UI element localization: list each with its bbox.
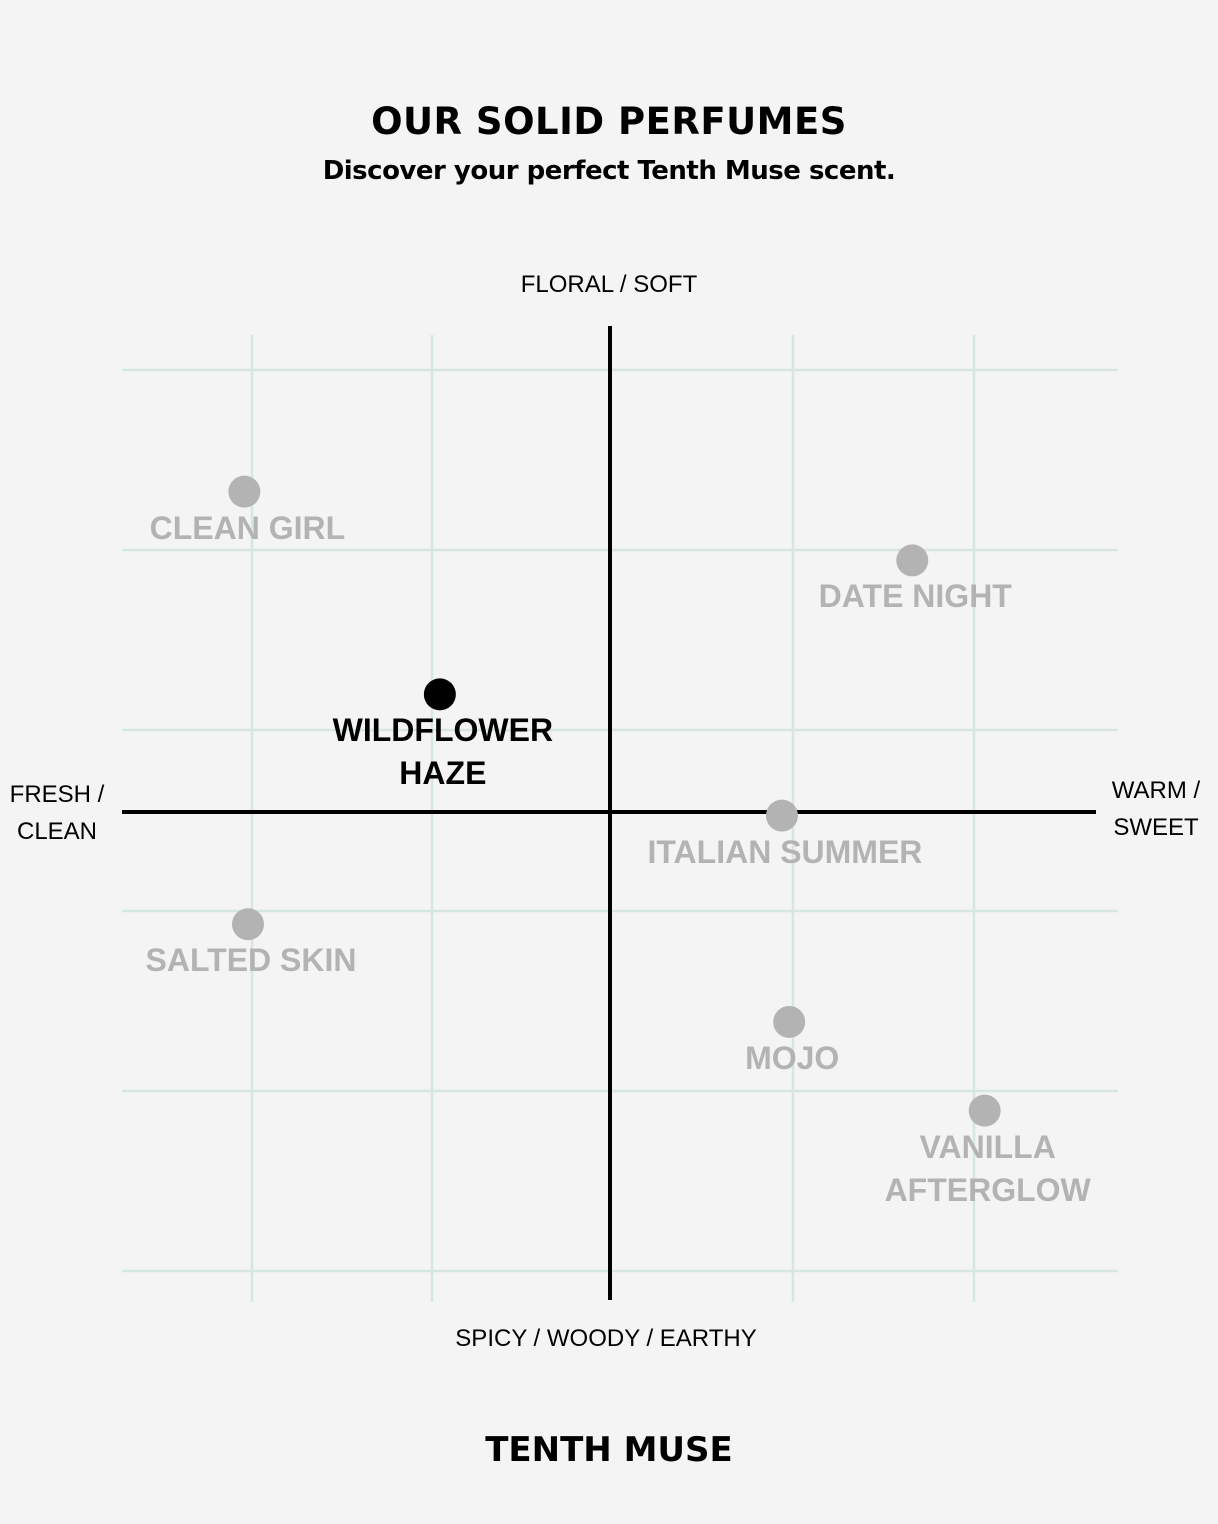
- point-label: DATE NIGHT: [818, 578, 1012, 615]
- axis-label-right: WARM / SWEET: [1111, 777, 1201, 841]
- page-subtitle: Discover your perfect Tenth Muse scent.: [322, 156, 896, 186]
- axis-label-bottom: SPICY / WOODY / EARTHY: [455, 1325, 757, 1352]
- axis-label-left: FRESH / CLEAN: [9, 781, 105, 845]
- point-label: SALTED SKIN: [145, 942, 357, 979]
- point-label: WILDFLOWER HAZE: [332, 712, 554, 792]
- data-point-vanilla-afterglow: [968, 1094, 1001, 1127]
- data-point-salted-skin: [232, 908, 264, 941]
- axis-label-top: FLORAL / SOFT: [520, 271, 698, 298]
- data-point-mojo: [773, 1005, 806, 1038]
- point-label: ITALIAN SUMMER: [647, 833, 923, 870]
- point-label: VANILLA AFTERGLOW: [884, 1128, 1091, 1208]
- data-point-wildflower-haze: [423, 678, 456, 711]
- data-point-italian-summer: [765, 799, 798, 832]
- page-title: OUR SOLID PERFUMES: [371, 100, 847, 143]
- brand-logo: TENTH MUSE: [485, 1430, 733, 1470]
- data-point-clean-girl: [228, 475, 261, 508]
- point-label: CLEAN GIRL: [149, 509, 346, 546]
- point-label: MOJO: [745, 1039, 840, 1076]
- data-point-date-night: [896, 544, 929, 577]
